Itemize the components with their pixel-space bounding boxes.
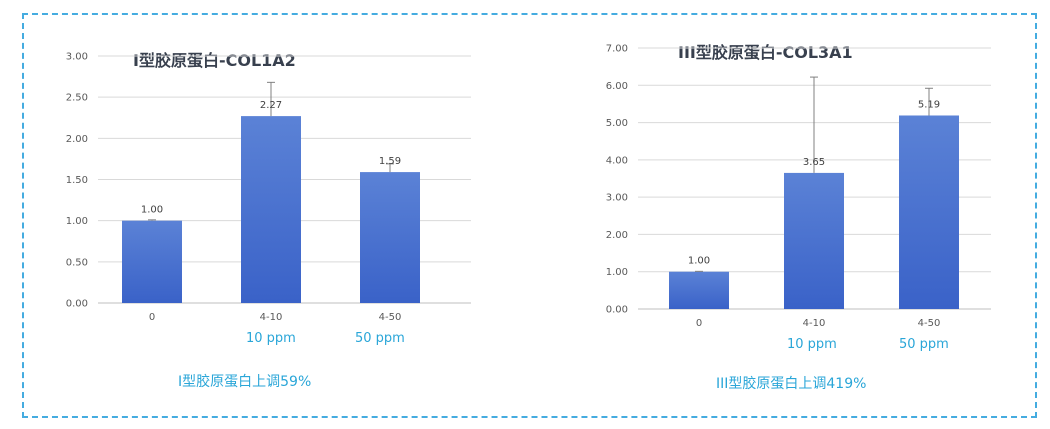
bar [122,220,182,303]
sublabel-10ppm: 10 ppm [246,331,296,346]
data-label: 2.27 [260,100,282,111]
bar [241,116,301,303]
x-tick-label: 4-50 [379,312,402,323]
chart-col3a1: III型胶原蛋白-COL3A1 0.00 1.00 2.00 3.00 4.00 5.00… [596,32,1006,344]
y-tick-label: 2.00 [606,230,628,241]
y-tick-label: 3.00 [606,193,628,204]
x-tick-label: 4-10 [803,318,826,329]
sublabel-50ppm: 50 ppm [355,331,405,346]
y-tick-label: 0.00 [66,299,88,310]
bar [669,271,729,309]
chart-title: III型胶原蛋白-COL3A1 [678,43,853,62]
x-tick-label: 0 [149,312,155,323]
y-tick-label: 7.00 [606,44,628,55]
chart-title: I型胶原蛋白-COL1A2 [133,51,296,70]
sublabel-50ppm: 50 ppm [899,337,949,352]
data-label: 1.59 [379,156,401,167]
caption-col1a2: I型胶原蛋白上调59% [178,374,312,390]
x-tick-label: 4-10 [260,312,283,323]
dashed-frame [22,13,1037,418]
y-tick-label: 1.00 [66,216,88,227]
x-tick-label: 4-50 [918,318,941,329]
data-label: 1.00 [141,205,163,216]
y-tick-label: 1.50 [66,175,88,186]
chart-col1a2: I型胶原蛋白-COL1A2 0.00 0.50 1.00 1.50 2.00 2.50 3.… [36,38,476,338]
y-tick-label: 2.00 [66,134,88,145]
chart-col1a2-svg: I型胶原蛋白-COL1A2 0.00 0.50 1.00 1.50 2.00 2.50 3.… [66,51,471,323]
sublabel-10ppm: 10 ppm [787,337,837,352]
y-tick-label: 0.00 [606,305,628,316]
y-tick-label: 5.00 [606,118,628,129]
bar [360,172,420,303]
y-tick-label: 2.50 [66,93,88,104]
chart-col3a1-svg: III型胶原蛋白-COL3A1 0.00 1.00 2.00 3.00 4.00 5.00… [606,43,991,329]
y-tick-label: 4.00 [606,155,628,166]
x-tick-label: 0 [696,318,702,329]
data-label: 5.19 [918,99,940,110]
y-tick-label: 0.50 [66,257,88,268]
bar [784,172,844,309]
data-label: 1.00 [688,256,710,267]
bar [899,115,959,309]
caption-col3a1: III型胶原蛋白上调419% [716,376,867,392]
y-tick-label: 1.00 [606,267,628,278]
y-tick-label: 6.00 [606,81,628,92]
y-tick-label: 3.00 [66,52,88,63]
data-label: 3.65 [803,157,825,168]
